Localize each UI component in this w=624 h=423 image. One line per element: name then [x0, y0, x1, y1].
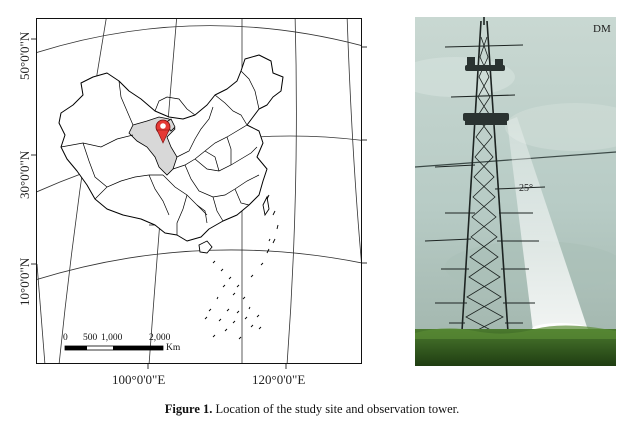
- lon-label-120e: 120°0'0"E: [252, 372, 306, 387]
- lat-line-50: [37, 25, 361, 53]
- scattered-islands: [204, 194, 279, 340]
- photo-label: DM: [593, 23, 611, 35]
- lon-line-120: [286, 19, 297, 363]
- scale-unit: Km: [166, 343, 181, 353]
- beam-angle-label: 25°: [519, 183, 533, 194]
- figure-caption: Figure 1. Location of the study site and…: [0, 402, 624, 417]
- lat-label-50n: 50°0'0"N: [17, 31, 32, 80]
- scale-tick-2000: 2,000: [149, 333, 171, 343]
- scale-tick-500: 500: [83, 333, 98, 343]
- scale-tick-0: 0: [63, 333, 68, 343]
- lat-line-10: [37, 249, 361, 280]
- sensor-beam: [507, 117, 587, 331]
- lon-line-80: [37, 263, 46, 363]
- tower-platforms: [463, 57, 509, 125]
- lat-label-30n: 30°0'0"N: [17, 150, 32, 199]
- scale-tick-1000: 1,000: [101, 333, 123, 343]
- tower-photo-graphic: [415, 17, 616, 366]
- map-graphic: [37, 19, 361, 363]
- taiwan-island: [262, 195, 270, 217]
- scale-bar: [64, 345, 164, 351]
- scale-bar-segment-3: [113, 346, 163, 350]
- map-panel: 0 500 1,000 2,000 Km: [36, 18, 362, 364]
- lon-line-130: [346, 19, 361, 262]
- islands: [198, 195, 270, 254]
- hainan-island: [198, 240, 213, 254]
- tower-photo: DM 25°: [415, 17, 616, 366]
- lat-label-10n: 10°0'0"N: [17, 257, 32, 306]
- tower: [460, 17, 510, 348]
- caption-prefix: Figure 1.: [164, 402, 213, 416]
- lon-line-90: [58, 19, 107, 363]
- tower-booms: [424, 44, 546, 324]
- scale-bar-segment-1: [65, 346, 87, 350]
- province-boundaries: [60, 70, 260, 235]
- tower-lattice: [463, 36, 505, 338]
- lon-label-100e: 100°0'0"E: [112, 372, 166, 387]
- study-site-marker: [155, 119, 171, 144]
- caption-text: Location of the study site and observati…: [215, 402, 460, 416]
